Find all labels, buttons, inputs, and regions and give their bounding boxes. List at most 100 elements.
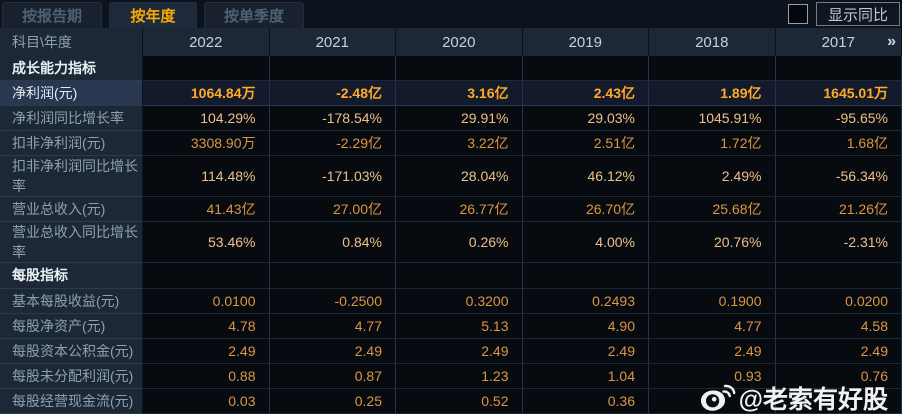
cell — [143, 263, 270, 289]
row-label: 营业总收入同比增长率 — [0, 222, 143, 264]
table-row[interactable]: 每股未分配利润(元) 0.88 0.87 1.23 1.04 0.93 0.76 — [0, 363, 902, 389]
row-label: 基本每股收益(元) — [0, 288, 143, 314]
table-row[interactable]: 扣非净利润同比增长率 114.48% -171.03% 28.04% 46.12% 2.4… — [0, 156, 902, 198]
cell: 1.89亿 — [649, 81, 776, 107]
year-header-2022: 2022 — [143, 28, 270, 56]
cell: 5.13 — [396, 313, 523, 339]
table-row[interactable]: 营业总收入同比增长率 53.46% 0.84% 0.26% 4.00% 20.76% -2.… — [0, 222, 902, 264]
cell: -2.29亿 — [269, 131, 396, 157]
row-label: 每股经营现金流(元) — [0, 388, 143, 414]
cell — [269, 263, 396, 289]
table-row[interactable]: 基本每股收益(元) 0.0100 -0.2500 0.3200 0.2493 0.1900… — [0, 288, 902, 314]
section-row[interactable]: 成长能力指标 — [0, 56, 902, 82]
cell: 2.49% — [649, 156, 776, 198]
cell — [775, 56, 902, 82]
cell: 0.76 — [775, 363, 902, 389]
show-yoy-button[interactable]: 显示同比 — [815, 2, 900, 26]
cell: 2.49 — [143, 338, 270, 364]
cell: 41.43亿 — [143, 197, 270, 223]
cell — [775, 388, 902, 414]
cell: -171.03% — [269, 156, 396, 198]
cell: 1645.01万 — [775, 81, 902, 107]
cell: 0.1900 — [649, 288, 776, 314]
cell: 104.29% — [143, 106, 270, 132]
cell: 4.58 — [775, 313, 902, 339]
year-header-2020: 2020 — [396, 28, 523, 56]
cell: 1.72亿 — [649, 131, 776, 157]
cell: -56.34% — [775, 156, 902, 198]
table-row[interactable]: 营业总收入(元) 41.43亿 27.00亿 26.77亿 26.70亿 25.68亿 21… — [0, 197, 902, 223]
table-row[interactable]: 每股经营现金流(元) 0.03 0.25 0.52 0.36 — [0, 388, 902, 414]
row-label: 净利润同比增长率 — [0, 106, 143, 132]
cell: 3308.90万 — [143, 131, 270, 157]
tab-by-quarter[interactable]: 按单季度 — [204, 2, 304, 28]
cell: 29.91% — [396, 106, 523, 132]
cell: 2.49 — [522, 338, 649, 364]
cell: 4.77 — [649, 313, 776, 339]
cell — [649, 388, 776, 414]
tab-by-report-period[interactable]: 按报告期 — [2, 2, 102, 28]
cell: 26.77亿 — [396, 197, 523, 223]
cell: 1045.91% — [649, 106, 776, 132]
cell: -95.65% — [775, 106, 902, 132]
cell: 0.88 — [143, 363, 270, 389]
cell: 114.48% — [143, 156, 270, 198]
row-label: 每股资本公积金(元) — [0, 338, 143, 364]
cell: 0.26% — [396, 222, 523, 264]
row-label: 每股净资产(元) — [0, 313, 143, 339]
cell: 4.00% — [522, 222, 649, 264]
row-label: 净利润(元) — [0, 81, 143, 107]
cell: 0.36 — [522, 388, 649, 414]
cell: 2.51亿 — [522, 131, 649, 157]
cell: 2.49 — [269, 338, 396, 364]
financial-table: 科目\年度 2022 2021 2020 2019 2018 2017» 成长能力指标 净利… — [0, 28, 902, 414]
table-row[interactable]: 净利润(元) 1064.84万 -2.48亿 3.16亿 2.43亿 1.89亿 1645.… — [0, 81, 902, 107]
row-label: 扣非净利润(元) — [0, 131, 143, 157]
cell: 1.04 — [522, 363, 649, 389]
cell: 25.68亿 — [649, 197, 776, 223]
cell — [649, 56, 776, 82]
cell: 53.46% — [143, 222, 270, 264]
table-row[interactable]: 扣非净利润(元) 3308.90万 -2.29亿 3.22亿 2.51亿 1.72亿 1.6… — [0, 131, 902, 157]
cell: 0.3200 — [396, 288, 523, 314]
cell: 1.23 — [396, 363, 523, 389]
cell: -2.48亿 — [269, 81, 396, 107]
cell: 0.84% — [269, 222, 396, 264]
table-header-row: 科目\年度 2022 2021 2020 2019 2018 2017» — [0, 28, 902, 56]
cell: 0.52 — [396, 388, 523, 414]
cell: 21.26亿 — [775, 197, 902, 223]
cell: 4.77 — [269, 313, 396, 339]
cell — [522, 263, 649, 289]
table-row[interactable]: 净利润同比增长率 104.29% -178.54% 29.91% 29.03% 1045.… — [0, 106, 902, 132]
cell: 27.00亿 — [269, 197, 396, 223]
cell: 0.2493 — [522, 288, 649, 314]
cell: 1064.84万 — [143, 81, 270, 107]
header-controls: 显示同比 — [787, 2, 900, 26]
tab-bar: 按报告期 按年度 按单季度 显示同比 — [0, 0, 902, 28]
more-years-icon[interactable]: » — [887, 33, 896, 50]
row-label: 每股未分配利润(元) — [0, 363, 143, 389]
table-body: 成长能力指标 净利润(元) 1064.84万 -2.48亿 3.16亿 2.43亿 1.89… — [0, 56, 902, 414]
cell: 3.16亿 — [396, 81, 523, 107]
corner-header-cell: 科目\年度 — [0, 28, 143, 56]
cell: 0.0200 — [775, 288, 902, 314]
cell: -178.54% — [269, 106, 396, 132]
cell: 2.49 — [649, 338, 776, 364]
cell: 0.0100 — [143, 288, 270, 314]
cell — [143, 56, 270, 82]
cell: 4.90 — [522, 313, 649, 339]
cell — [269, 56, 396, 82]
year-header-2021: 2021 — [269, 28, 396, 56]
tab-by-year[interactable]: 按年度 — [109, 2, 197, 28]
cell — [649, 263, 776, 289]
table-row[interactable]: 每股资本公积金(元) 2.49 2.49 2.49 2.49 2.49 2.49 — [0, 338, 902, 364]
cell: 3.22亿 — [396, 131, 523, 157]
cell: 0.93 — [649, 363, 776, 389]
cell — [522, 56, 649, 82]
cell — [396, 56, 523, 82]
year-header-2018: 2018 — [649, 28, 776, 56]
table-row[interactable]: 每股净资产(元) 4.78 4.77 5.13 4.90 4.77 4.58 — [0, 313, 902, 339]
cell: 2.49 — [396, 338, 523, 364]
section-row[interactable]: 每股指标 — [0, 263, 902, 289]
show-yoy-checkbox[interactable] — [787, 4, 808, 24]
